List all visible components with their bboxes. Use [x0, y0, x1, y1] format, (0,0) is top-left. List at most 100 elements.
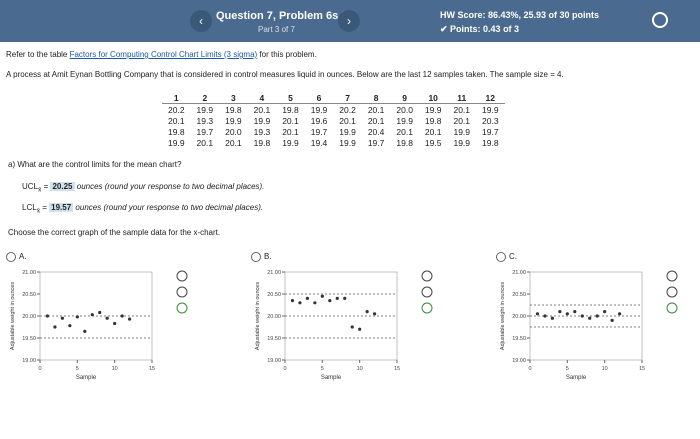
chart: 19.00 19.50 20.00 20.50 21.00 0 5 10 15 Sample Adj…	[255, 270, 433, 381]
table-row: 19.9 20.1 20.1 19.8 19.9 19.4 19.9 19.7 19.8 19.5…	[162, 137, 505, 148]
option-text: C.	[509, 252, 517, 262]
y-tick-label: 19.50	[22, 336, 36, 342]
point	[373, 312, 377, 316]
column-header: 1	[162, 92, 191, 104]
column-header: 9	[390, 92, 419, 104]
table-cell: 19.9	[339, 126, 356, 137]
table-cell: 19.9	[424, 104, 442, 115]
y-tick-label: 20.50	[512, 292, 526, 298]
table-link[interactable]: Factors for Computing Control Chart Limi…	[69, 50, 258, 59]
table-cell: 20.1	[168, 115, 185, 126]
choose-text: Choose the correct graph of the sample d…	[8, 228, 221, 237]
table-cell: 19.7	[196, 126, 214, 137]
chart-tool[interactable]	[421, 286, 433, 298]
chart-tool[interactable]	[176, 270, 188, 282]
tool-icon	[666, 286, 678, 298]
intro: Refer to the table Factors for Computing…	[6, 50, 317, 59]
table-cell: 20.1	[339, 115, 356, 126]
ucl-answer[interactable]: 20.25	[50, 182, 75, 191]
table-cell: 19.3	[253, 126, 271, 137]
table-cell: 20.3	[482, 115, 499, 126]
question-text: a) What are the control limits for the m…	[8, 160, 182, 169]
lcl-answer[interactable]: 19.57	[49, 203, 74, 212]
x-tick-label: 10	[357, 366, 363, 372]
column-header: 10	[418, 92, 448, 104]
table-cell: 19.9	[253, 115, 271, 126]
lcl-row: LCLx̄ = 19.57 ounces (round your respons…	[22, 203, 263, 215]
chart-tool[interactable]	[666, 286, 678, 298]
table-cell: 19.7	[367, 137, 385, 148]
column-header: 7	[333, 92, 362, 104]
point	[335, 296, 339, 300]
x-tick-label: 5	[76, 366, 79, 372]
ucl-row: UCLx̄ = 20.25 ounces (round your respons…	[22, 182, 264, 194]
x-tick-label: 5	[566, 366, 569, 372]
table-cell: 20.4	[367, 126, 385, 137]
x-tick-label: 15	[394, 366, 400, 372]
tool-icon	[176, 302, 188, 314]
x-tick-label: 5	[321, 366, 324, 372]
table-cell: 19.9	[168, 137, 185, 148]
lcl-sign: =	[42, 203, 47, 212]
table-cell: 19.8	[282, 104, 299, 115]
y-tick-label: 19.50	[267, 336, 281, 342]
chart-tool[interactable]	[421, 302, 433, 314]
intro-text: Refer to the table	[6, 50, 70, 59]
point	[320, 294, 324, 298]
table-cell: 19.9	[482, 104, 499, 115]
table-cell: 20.2	[168, 104, 185, 115]
option-label[interactable]: B.	[251, 252, 272, 262]
point	[535, 312, 540, 316]
table-cell: 19.3	[196, 115, 214, 126]
x-axis-label: Sample	[76, 375, 97, 381]
y-tick-label: 20.00	[22, 314, 36, 320]
table-cell: 20.0	[225, 126, 242, 137]
table-cell: 20.1	[282, 115, 299, 126]
header-bar: ‹ Question 7, Problem 6s.32 Part 3 of 7 …	[0, 0, 700, 42]
chart-tool[interactable]	[666, 270, 678, 282]
x-tick-label: 0	[283, 366, 286, 372]
x-tick-label: 10	[602, 366, 608, 372]
table-cell: 20.1	[453, 104, 471, 115]
settings-icon[interactable]	[652, 12, 668, 28]
y-axis-label: Adjustable weight in ounces	[255, 282, 261, 350]
option-label[interactable]: A.	[6, 252, 27, 262]
question-title: Question 7, Problem 6s.32	[216, 10, 354, 22]
prev-button[interactable]: ‹	[190, 10, 212, 32]
table-row: 20.2 19.9 19.8 20.1 19.8 19.9 20.2 20.1 20.0 19.9…	[162, 104, 505, 116]
option-label[interactable]: C.	[496, 252, 517, 262]
tool-icon	[421, 270, 433, 282]
table-cell: 19.6	[310, 115, 328, 126]
y-tick-label: 19.00	[512, 358, 526, 364]
y-tick-label: 19.50	[512, 336, 526, 342]
table-cell: 19.4	[310, 137, 328, 148]
chart-tool[interactable]	[176, 286, 188, 298]
y-tick-label: 20.00	[512, 314, 526, 320]
point	[565, 312, 569, 316]
lcl-sub: x̄	[36, 207, 41, 215]
lcl-note: ounces (round your response to two decim…	[75, 203, 264, 212]
radio	[251, 252, 261, 262]
hw-score: HW Score: 86.43%, 25.93 of 30 points	[440, 10, 600, 20]
y-tick-label: 19.00	[267, 358, 281, 364]
column-header: 12	[476, 92, 505, 104]
table-cell: 20.1	[282, 126, 299, 137]
point	[610, 318, 614, 322]
chart-tool[interactable]	[666, 302, 678, 314]
table-head: 1 2 3 4 5 6 7 8 9 10 11 12	[162, 92, 505, 104]
chart-tool[interactable]	[176, 302, 188, 314]
radio	[496, 252, 506, 262]
table-cell: 19.8	[253, 137, 271, 148]
point	[53, 325, 57, 329]
y-axis-label: Adjustable weight in ounces	[500, 282, 506, 350]
table-cell: 19.9	[196, 104, 214, 115]
point	[543, 314, 547, 318]
y-tick-label: 20.50	[267, 292, 281, 298]
point	[113, 321, 117, 326]
point	[128, 317, 132, 321]
chart-tool[interactable]	[421, 270, 433, 282]
point	[550, 316, 554, 320]
next-button[interactable]: ›	[338, 10, 360, 32]
point	[105, 316, 109, 320]
